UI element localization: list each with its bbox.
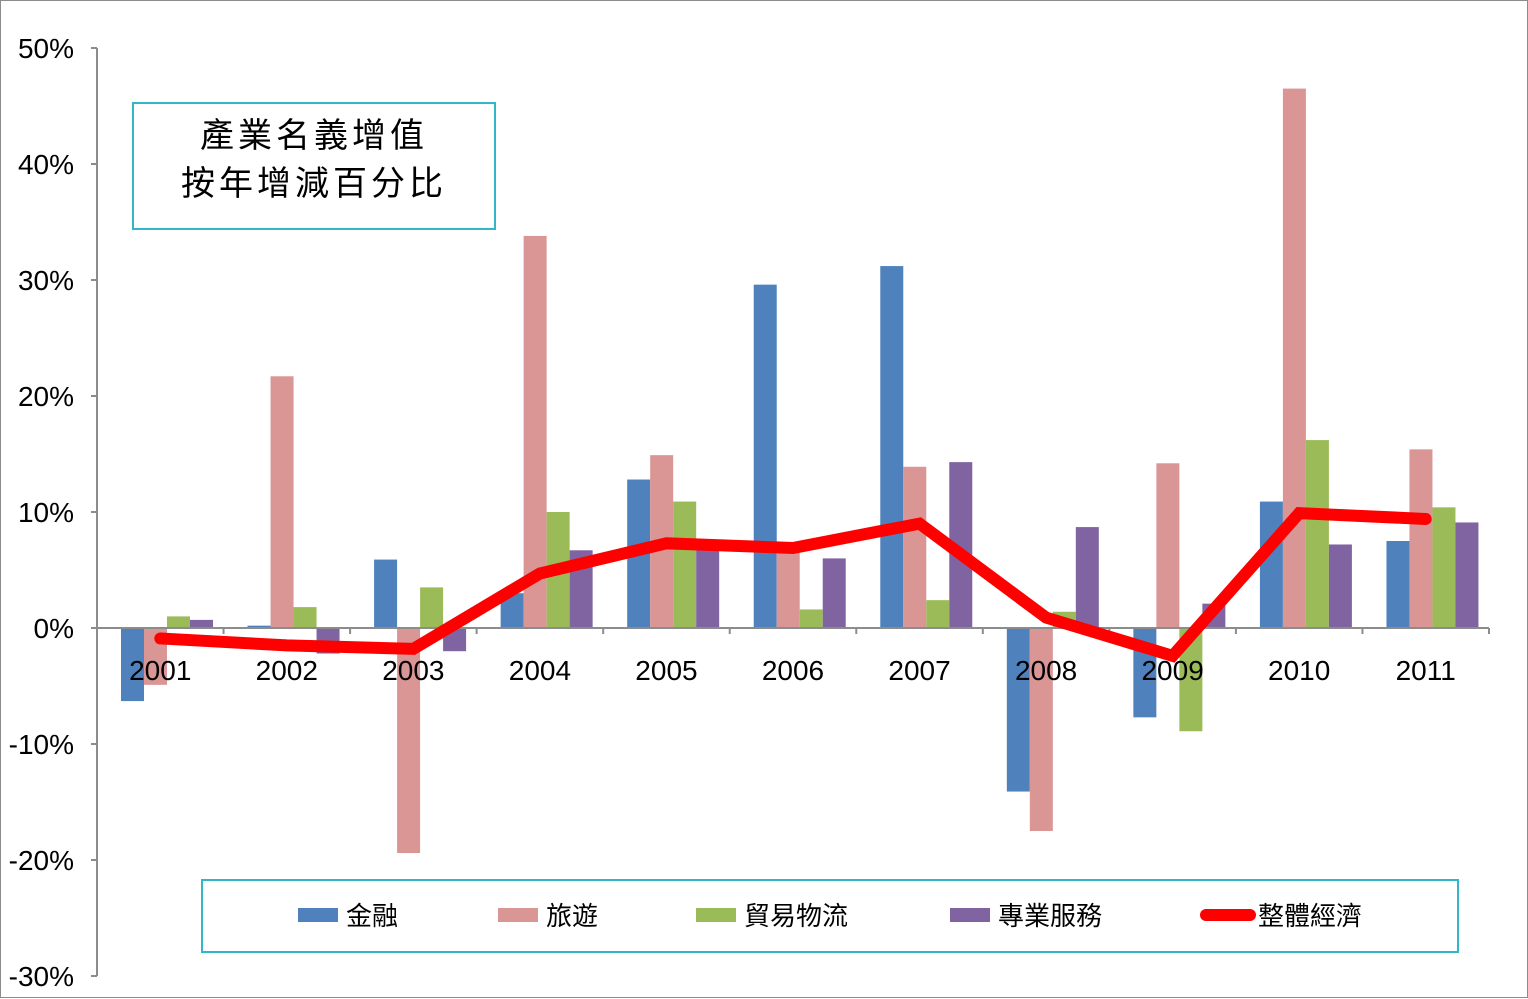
x-tick-label: 2002 [256,655,318,686]
legend-label: 旅遊 [546,902,598,932]
legend-label: 貿易物流 [744,902,848,932]
line-layer [154,507,1432,663]
bar-旅遊-2010 [1282,88,1306,629]
bar-旅遊-2011 [1409,449,1433,628]
bar-貿易物流-2003 [420,587,444,628]
bar-旅遊-2003 [397,628,421,854]
bar-貿易物流-2001 [167,616,190,628]
legend-label: 專業服務 [998,902,1102,932]
legend-item-金融: 金融 [298,902,398,932]
legend-items: 金融 旅遊 貿易物流 專業服務 整體經濟 [298,902,1362,932]
bar-旅遊-2004 [523,235,547,629]
bar-專業服務-2005 [696,547,720,628]
legend-swatch [498,908,538,922]
chart-title-line-2: 按年增減百分比 [181,164,447,204]
bar-貿易物流-2005 [673,501,697,628]
y-tick-label: -30% [9,961,74,992]
y-tick-label: 40% [18,149,74,180]
y-tick-label: 30% [18,265,74,296]
bar-專業服務-2007 [949,462,973,628]
bar-貿易物流-2006 [799,609,823,628]
bar-金融-2007 [880,266,904,628]
legend-item-旅遊: 旅遊 [498,902,598,932]
bar-旅遊-2002 [270,376,294,628]
x-tick-label: 2011 [1396,655,1456,686]
legend-item-貿易物流: 貿易物流 [696,902,848,932]
bar-專業服務-2011 [1455,522,1479,628]
bar-旅遊-2009 [1156,463,1180,628]
chart-title-line-1: 產業名義增值 [200,116,428,156]
bar-貿易物流-2011 [1432,507,1456,628]
y-tick-label: 20% [18,381,74,412]
bar-金融-2002 [247,625,271,628]
x-tick-label: 2009 [1141,655,1203,686]
series-line-整體經濟 [154,507,1432,663]
y-tick-label: 0% [34,613,74,644]
bar-專業服務-2008 [1075,527,1099,628]
y-tick-label: 10% [18,497,74,528]
bar-金融-2010 [1259,501,1283,628]
x-tick-label: 2001 [129,655,191,686]
bar-金融-2003 [374,559,398,628]
x-tick-label: 2003 [382,655,444,686]
bar-專業服務-2006 [822,558,846,628]
bar-金融-2011 [1386,541,1410,628]
bar-貿易物流-2007 [926,600,950,628]
x-tick-label: 2006 [762,655,824,686]
legend-item-專業服務: 專業服務 [950,902,1102,932]
legend-label: 金融 [346,902,398,932]
bar-旅遊-2007 [903,466,927,628]
bar-旅遊-2006 [776,546,800,628]
bar-貿易物流-2002 [293,607,317,628]
y-tick-label: -20% [9,845,74,876]
bar-專業服務-2010 [1328,544,1352,628]
bar-貿易物流-2009 [1179,628,1203,732]
chart-title-box: 產業名義增值 按年增減百分比 [132,102,496,230]
bar-金融-2001 [121,628,144,702]
y-tick-label: 50% [18,33,74,64]
legend-item-整體經濟: 整體經濟 [1200,902,1362,932]
bar-金融-2006 [753,284,777,628]
x-tick-label: 2008 [1015,655,1077,686]
x-tick-label: 2005 [635,655,697,686]
bar-專業服務-2001 [190,619,213,628]
legend-swatch [298,908,338,922]
legend: 金融 旅遊 貿易物流 專業服務 整體經濟 [201,879,1459,953]
x-tick-label: 2004 [509,655,571,686]
y-ticks-layer: 50% 40% 30% 20% 10% 0% -10% -20% -30% [9,33,97,992]
x-tick-label: 2007 [888,655,950,686]
y-tick-label: -10% [9,729,74,760]
bar-金融-2004 [500,593,524,628]
legend-label: 整體經濟 [1258,902,1362,932]
bar-旅遊-2008 [1029,628,1053,831]
x-labels-layer: 2001 2002 2003 2004 2005 2006 2007 2008 2009 2010… [129,655,1456,686]
legend-swatch [950,908,990,922]
legend-swatch [696,908,736,922]
bar-金融-2008 [1006,628,1030,792]
x-tick-label: 2010 [1268,655,1330,686]
bar-貿易物流-2010 [1305,440,1329,628]
